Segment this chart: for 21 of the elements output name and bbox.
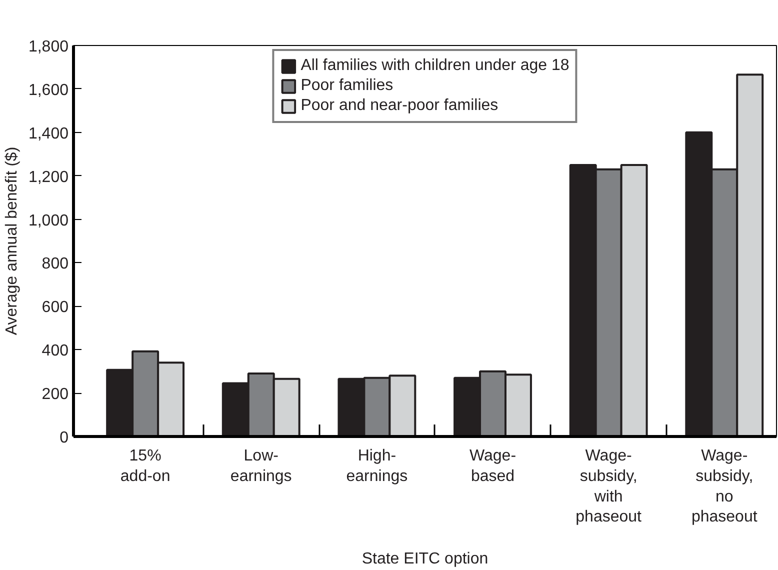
- x-tick-label: Low- earnings: [230, 448, 292, 485]
- y-tick-label: 1,000: [28, 212, 69, 230]
- y-axis-title: Average annual benefit ($): [3, 146, 20, 336]
- y-tick-label: 1,200: [28, 168, 69, 186]
- x-tick-label: Wage- based: [469, 448, 516, 485]
- y-tick-label: 1,400: [28, 125, 69, 142]
- legend-label: Poor families: [300, 77, 394, 95]
- x-axis-title: State EITC option: [362, 550, 488, 568]
- x-tick-label: Wage- subsidy, no phaseout: [691, 448, 758, 526]
- y-tick-label: 400: [42, 342, 69, 360]
- y-tick-label: 1,600: [28, 82, 69, 99]
- y-tick-label: 600: [42, 299, 69, 316]
- x-tick-label: 15% add-on: [120, 448, 170, 485]
- y-tick-label: 200: [42, 386, 69, 404]
- y-tick-label: 800: [42, 256, 69, 273]
- y-tick-label: 0: [60, 430, 69, 446]
- y-tick-label: 1,800: [28, 38, 69, 56]
- legend-label: Poor and near-poor families: [300, 97, 498, 115]
- x-tick-label: High- earnings: [346, 448, 408, 485]
- legend-label: All families with children under age 18: [300, 57, 570, 75]
- x-tick-label: Wage- subsidy, with phaseout: [576, 448, 642, 526]
